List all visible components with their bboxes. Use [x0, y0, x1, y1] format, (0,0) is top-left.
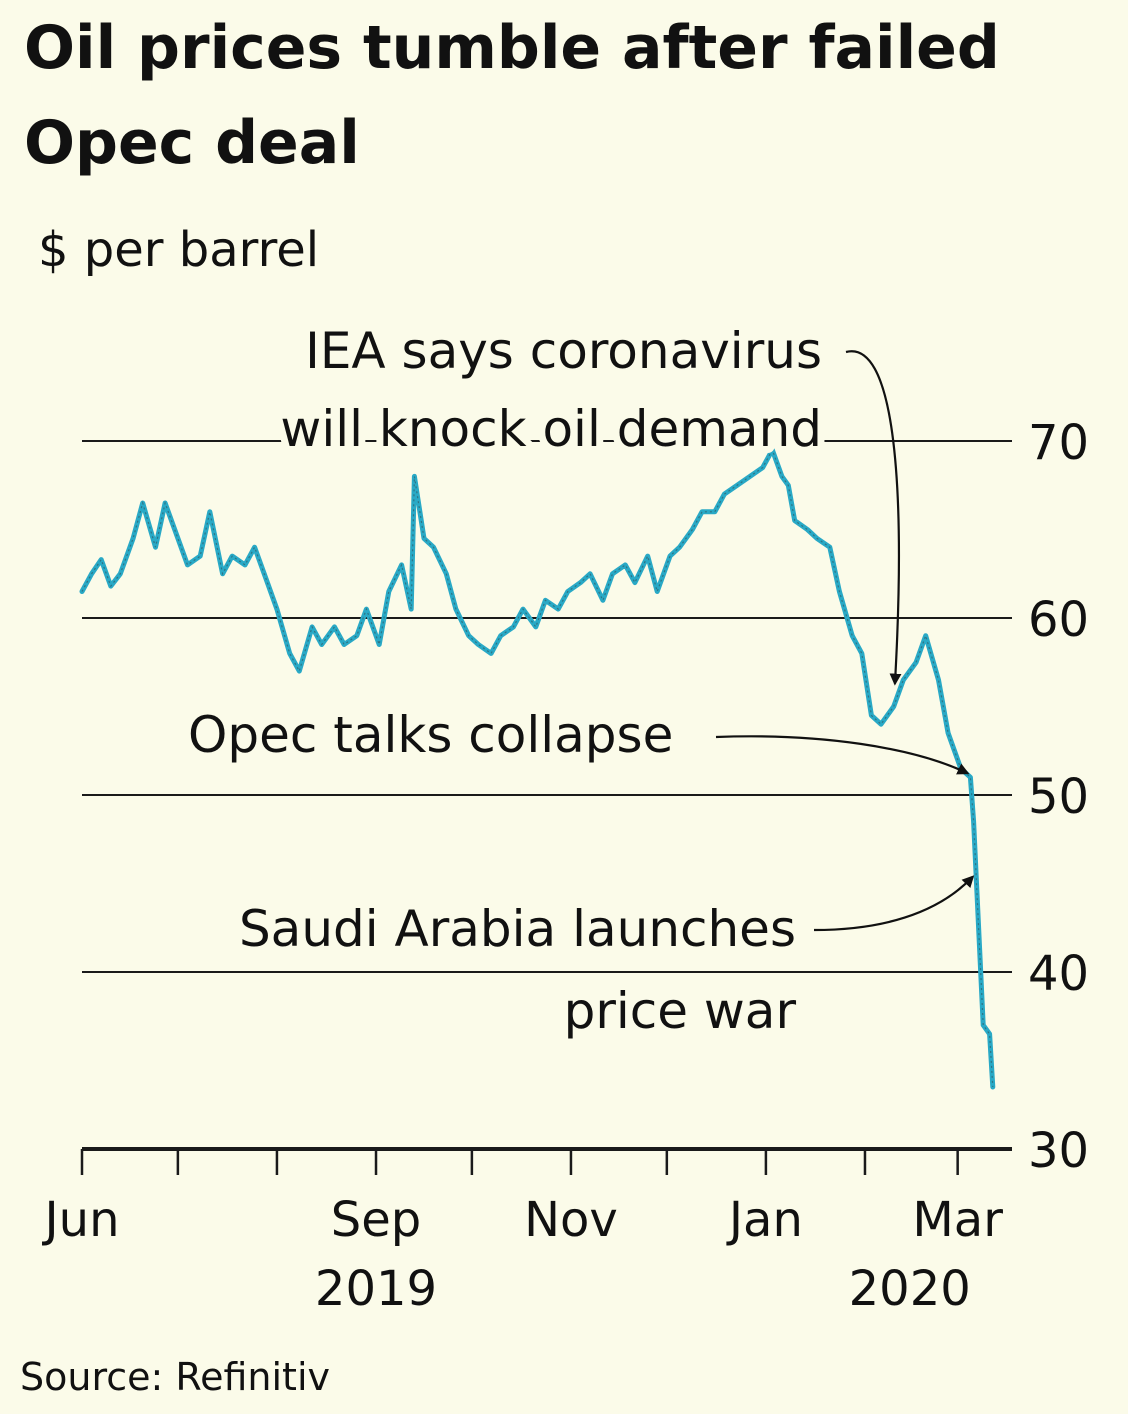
- series-line-0: [79, 447, 996, 1090]
- series-group: [79, 447, 996, 1090]
- annotation-text-2-1: price war: [564, 982, 797, 1040]
- chart-source: Source: Refinitiv: [20, 1355, 330, 1399]
- annotation-halo-2-0: Saudi Arabia launches: [239, 900, 796, 958]
- x-tick-label-sep: Sep: [331, 1192, 421, 1248]
- annotation-halo-0-0: IEA says coronavirus: [305, 322, 822, 380]
- annotation-arrow-0: [845, 350, 902, 686]
- y-tick-label-60: 60: [1028, 592, 1089, 648]
- series-line-texture-0: [81, 448, 994, 1088]
- x-tick-label-jun: Jun: [42, 1192, 120, 1248]
- y-axis-ticks: 70 60 50 40 30: [1028, 415, 1089, 1179]
- chart-title-line-2: Opec deal: [24, 108, 360, 178]
- x-year-label-2020: 2020: [849, 1261, 971, 1317]
- annotation-halo-2-1: price war: [564, 982, 797, 1040]
- chart-title-line-1: Oil prices tumble after failed: [24, 13, 1000, 83]
- x-tick-label-jan: Jan: [726, 1192, 803, 1248]
- annotation-halo-1-0: Opec talks collapse: [188, 706, 673, 764]
- y-tick-label-40: 40: [1028, 946, 1089, 1002]
- annotation-halo-0-1: will knock oil demand: [280, 400, 822, 458]
- chart-subtitle: $ per barrel: [38, 222, 319, 278]
- annotation-text-0-1: will knock oil demand: [280, 400, 822, 458]
- annotation-arrow-1: [715, 735, 970, 775]
- annotation-arrow-2: [813, 875, 975, 932]
- gridlines: [82, 440, 1012, 1151]
- annotation-text-2-0: Saudi Arabia launches: [239, 900, 796, 958]
- x-year-label-2019: 2019: [315, 1261, 437, 1317]
- x-tick-label-mar: Mar: [912, 1192, 1003, 1248]
- x-axis: Jun Sep Nov Jan Mar 2019 2020: [42, 1149, 1003, 1317]
- annotation-text-1-0: Opec talks collapse: [188, 706, 673, 764]
- y-tick-label-30: 30: [1028, 1123, 1089, 1179]
- x-tick-label-nov: Nov: [524, 1192, 618, 1248]
- y-tick-label-50: 50: [1028, 769, 1089, 825]
- y-tick-label-70: 70: [1028, 415, 1089, 471]
- annotation-text-0-0: IEA says coronavirus: [305, 322, 822, 380]
